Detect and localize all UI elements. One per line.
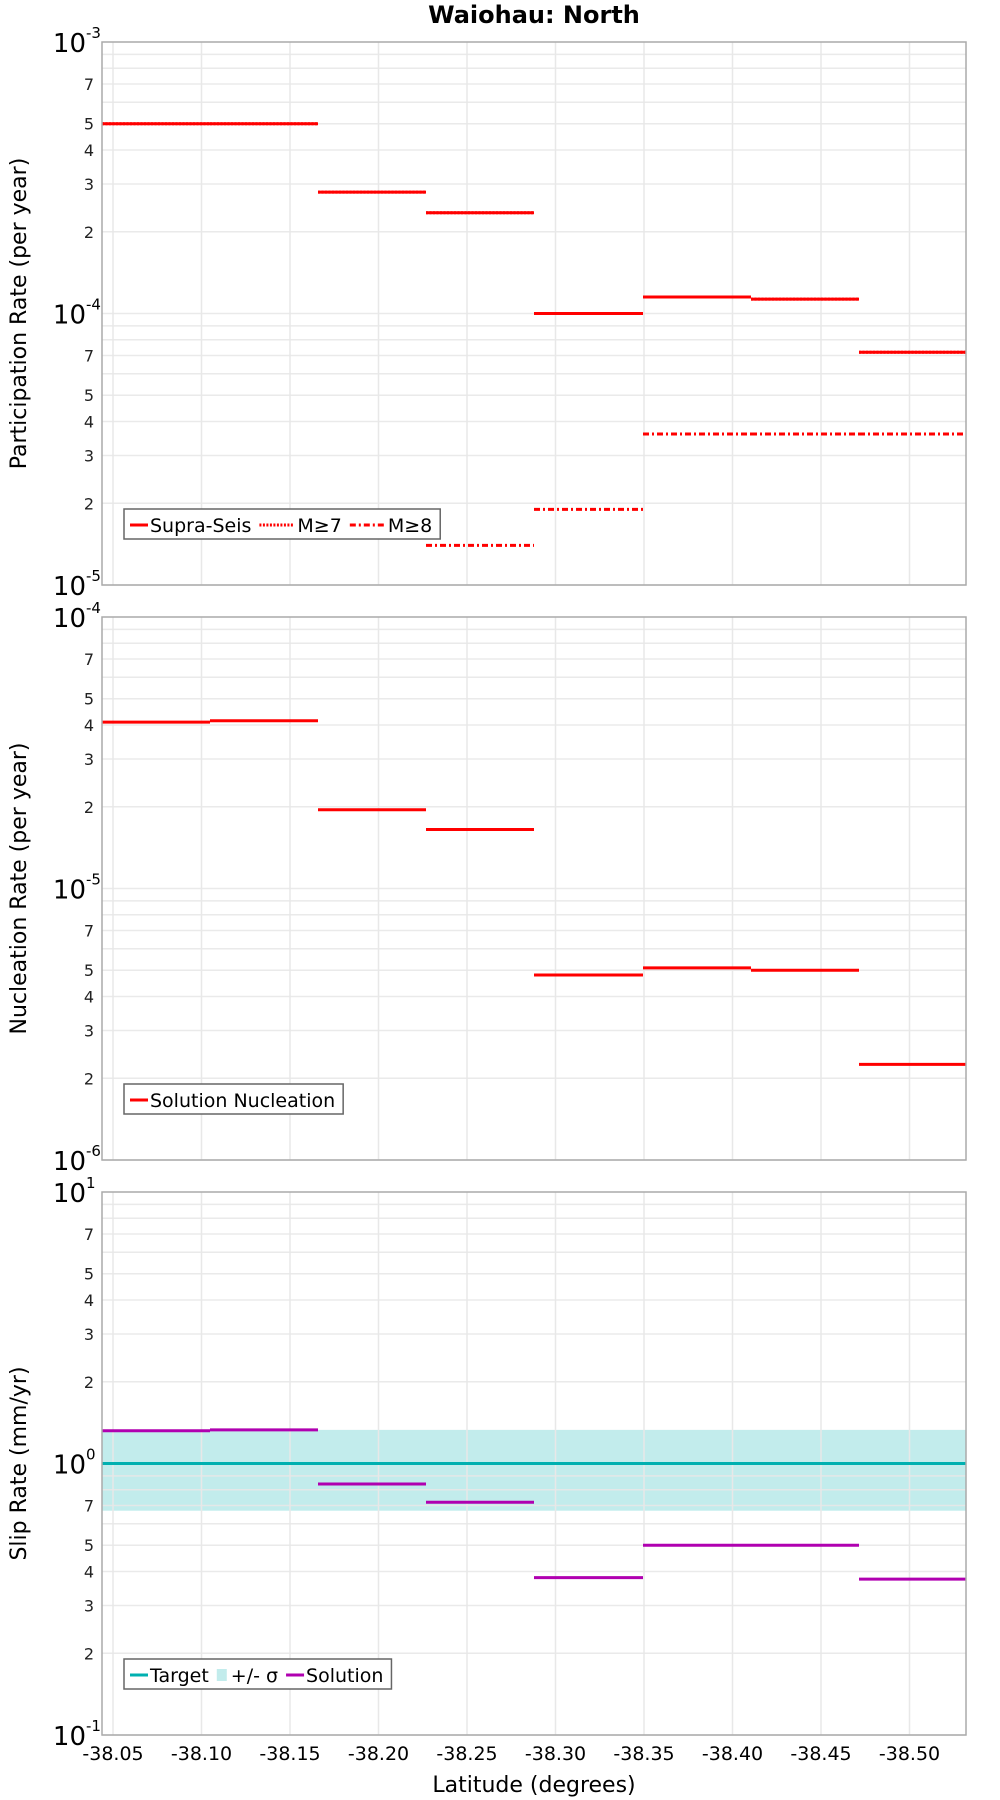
legend-label: M≥8 [388, 515, 432, 537]
y-major-tick-exponent: 0 [86, 1446, 96, 1464]
x-tick-label: -38.20 [348, 1743, 409, 1765]
sigma-band [102, 1429, 966, 1511]
legend-box [123, 1083, 344, 1115]
legend: Target +/- σ Solution [123, 1658, 393, 1690]
y-major-tick-label: 10 [53, 572, 86, 602]
y-major-tick-label: 10 [53, 301, 86, 331]
series-m-8 [426, 432, 966, 547]
y-minor-tick-label: 2 [84, 1069, 94, 1088]
y-minor-tick-label: 4 [84, 716, 94, 735]
y-minor-tick-label: 3 [84, 750, 94, 769]
y-minor-tick-label: 4 [84, 988, 94, 1007]
y-major-tick-label: 10 [53, 1451, 86, 1481]
y-minor-tick-label: 7 [84, 1225, 94, 1244]
y-minor-tick-label: 2 [84, 1644, 94, 1663]
y-minor-tick-label: 2 [84, 223, 94, 242]
y-minor-tick-label: 5 [84, 961, 94, 980]
y-major-tick-exponent: -5 [86, 871, 101, 889]
y-axis-title: Nucleation Rate (per year) [7, 743, 32, 1035]
legend-swatch-band [216, 1669, 227, 1681]
y-axis-title: Slip Rate (mm/yr) [7, 1366, 32, 1560]
series-solution [102, 1428, 966, 1581]
y-minor-tick-label: 3 [84, 1021, 94, 1040]
y-major-tick-exponent: -3 [86, 24, 101, 42]
y-minor-tick-label: 4 [84, 141, 94, 160]
legend-label: +/- σ [231, 1665, 278, 1687]
y-major-tick-label: 10 [53, 876, 86, 906]
x-tick-label: -38.40 [702, 1743, 763, 1765]
y-minor-tick-label: 3 [84, 175, 94, 194]
series-m-7 [102, 122, 966, 354]
y-minor-tick-label: 3 [84, 1325, 94, 1344]
x-tick-label: -38.45 [790, 1743, 851, 1765]
legend-label: Supra-Seis [150, 515, 251, 537]
y-minor-tick-label: 3 [84, 1596, 94, 1615]
x-tick-label: -38.10 [171, 1743, 232, 1765]
y-minor-tick-label: 7 [84, 75, 94, 94]
plot-frame [101, 616, 967, 1161]
legend-label: Solution [306, 1665, 383, 1687]
y-minor-tick-label: 5 [84, 1536, 94, 1555]
y-major-tick-label: 10 [53, 1179, 86, 1209]
y-minor-tick-label: 5 [84, 115, 94, 134]
y-axis-title: Participation Rate (per year) [7, 158, 32, 470]
y-minor-tick-label: 5 [84, 1265, 94, 1284]
y-major-tick-exponent: -1 [86, 1717, 101, 1735]
y-minor-tick-label: 4 [84, 1291, 94, 1310]
y-major-tick-exponent: -6 [86, 1142, 101, 1160]
x-tick-label: -38.25 [436, 1743, 497, 1765]
y-minor-tick-label: 7 [84, 347, 94, 366]
x-axis: -38.05 -38.10 -38.15 -38.20 -38.25 -38.30 -38.… [82, 1743, 940, 1798]
x-axis-title: Latitude (degrees) [432, 1773, 635, 1798]
y-major-tick-label: 10 [53, 1147, 86, 1177]
y-major-tick-exponent: 1 [86, 1174, 96, 1192]
y-minor-tick-label: 7 [84, 650, 94, 669]
series-solution-nucleation [102, 719, 966, 1066]
y-major-tick-exponent: -5 [86, 567, 101, 585]
y-minor-tick-label: 2 [84, 1373, 94, 1392]
y-major-tick-label: 10 [53, 29, 86, 59]
chart-title: Waiohau: North [428, 1, 640, 29]
y-major-tick-label: 10 [53, 604, 86, 634]
y-minor-tick-label: 4 [84, 413, 94, 432]
y-major-tick-exponent: -4 [86, 599, 101, 617]
x-tick-label: -38.35 [613, 1743, 674, 1765]
x-tick-label: -38.30 [525, 1743, 586, 1765]
legend-label: M≥7 [297, 515, 341, 537]
y-major-tick-exponent: -4 [86, 296, 101, 314]
x-tick-label: -38.05 [82, 1743, 143, 1765]
legend: Solution Nucleation [123, 1083, 344, 1115]
legend-label: Target [149, 1665, 209, 1687]
plot-frame [101, 41, 967, 586]
y-minor-tick-label: 5 [84, 386, 94, 405]
y-minor-tick-label: 5 [84, 690, 94, 709]
y-minor-tick-label: 4 [84, 1563, 94, 1582]
y-minor-tick-label: 3 [84, 446, 94, 465]
y-minor-tick-label: 2 [84, 494, 94, 513]
y-minor-tick-label: 7 [84, 922, 94, 941]
plot-frame [101, 1191, 967, 1736]
y-minor-tick-label: 2 [84, 798, 94, 817]
y-major-tick-label: 10 [53, 1722, 86, 1752]
legend: Supra-Seis M≥7 M≥8 [123, 508, 441, 540]
legend-label: Solution Nucleation [150, 1090, 335, 1112]
legend-box [123, 1658, 393, 1690]
y-minor-tick-label: 7 [84, 1497, 94, 1516]
x-tick-label: -38.15 [259, 1743, 320, 1765]
x-tick-label: -38.50 [879, 1743, 940, 1765]
